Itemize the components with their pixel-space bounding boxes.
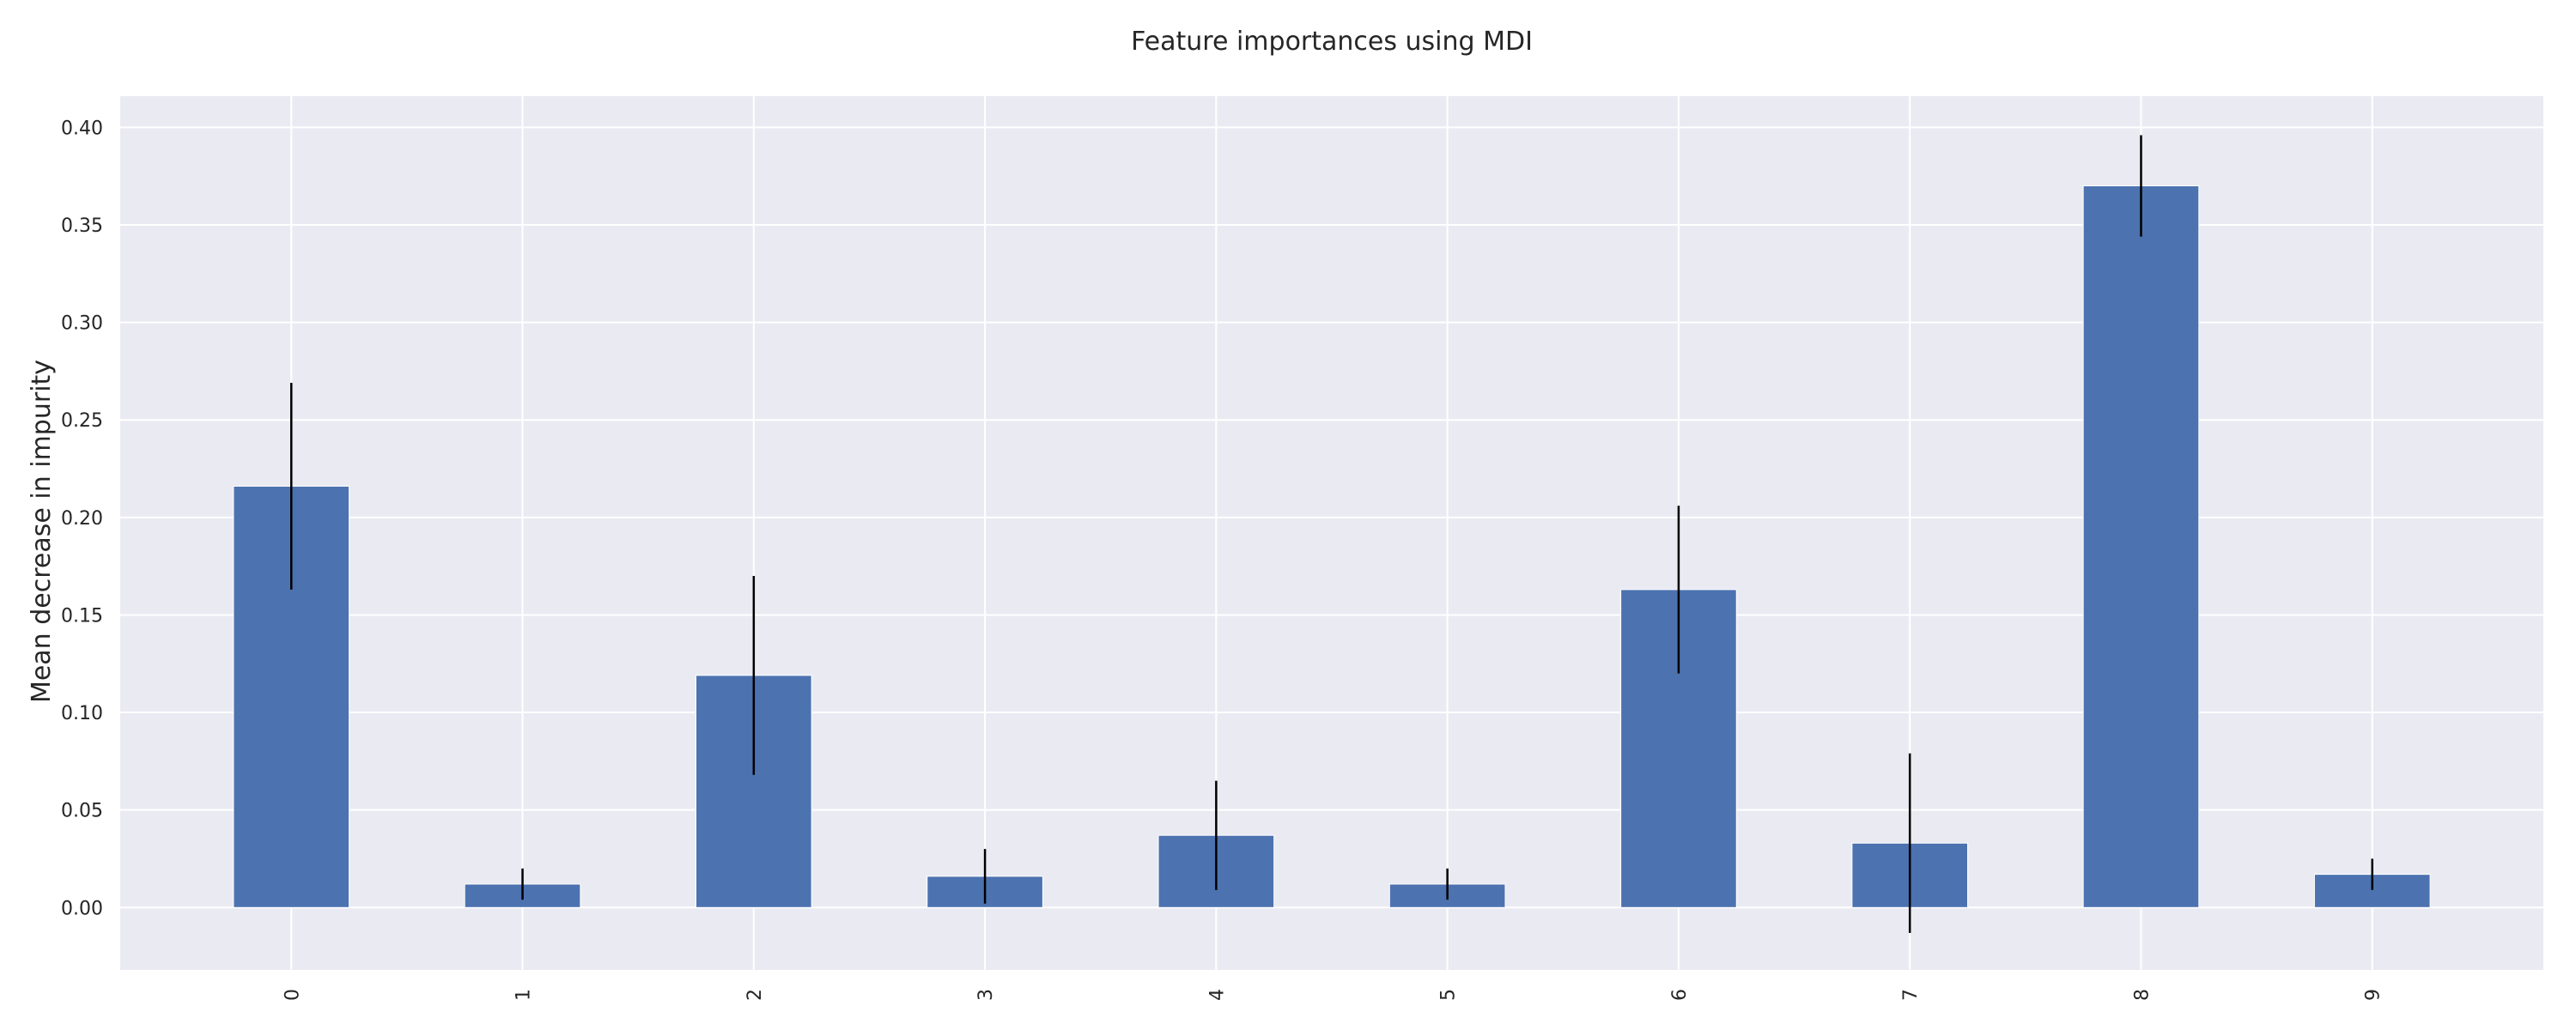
x-tick-label: 6	[1669, 989, 1691, 1001]
x-tick-labels: 0 1 2 3 4 5 6 7 8 9	[282, 989, 2384, 1001]
x-tick-label: 1	[513, 989, 535, 1001]
x-tick-label: 3	[975, 989, 997, 1001]
y-tick-label: 0.35	[61, 215, 103, 237]
y-tick-label: 0.15	[61, 605, 103, 627]
y-tick-label: 0.30	[61, 313, 103, 335]
x-tick-label: 4	[1206, 989, 1228, 1001]
x-tick-label: 2	[744, 989, 766, 1001]
y-tick-label: 0.10	[61, 703, 103, 724]
x-tick-label: 0	[282, 989, 303, 1001]
x-tick-label: 8	[2131, 989, 2153, 1001]
y-tick-label: 0.40	[61, 118, 103, 139]
bar	[2082, 185, 2200, 908]
x-tick-label: 5	[1438, 989, 1460, 1001]
y-tick-label: 0.20	[61, 508, 103, 530]
y-tick-label: 0.25	[61, 410, 103, 432]
x-tick-label: 9	[2363, 989, 2385, 1001]
error-bars	[290, 135, 2373, 933]
chart-title: Feature importances using MDI	[1131, 27, 1533, 57]
y-tick-label: 0.00	[61, 898, 103, 919]
y-tick-label: 0.05	[61, 801, 103, 822]
x-tick-label: 7	[1900, 989, 1922, 1001]
y-axis-label: Mean decrease in impurity	[27, 360, 57, 703]
y-tick-labels: 0.00 0.05 0.10 0.15 0.20 0.25 0.30 0.35 0.40	[61, 118, 103, 919]
